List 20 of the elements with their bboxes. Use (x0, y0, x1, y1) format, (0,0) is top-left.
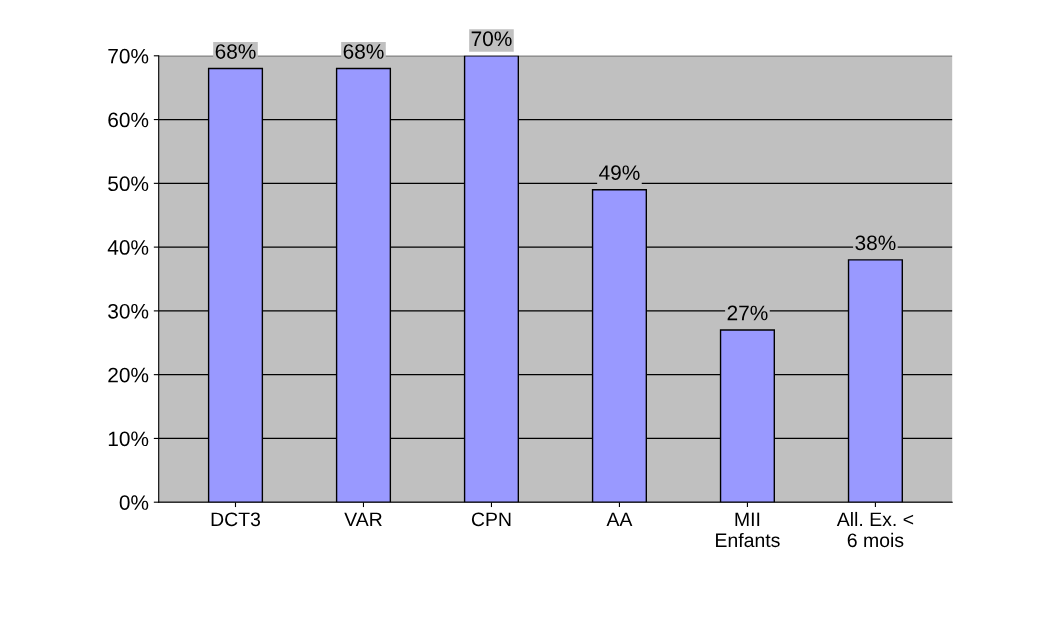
y-tick-label: 10% (108, 431, 149, 447)
data-label: 27% (727, 305, 768, 321)
x-tick-label: DCT3 (211, 512, 261, 527)
data-label: 49% (599, 165, 640, 181)
x-tick-label: AA (606, 512, 633, 527)
y-tick-label: 70% (108, 48, 149, 64)
y-tick-label: 20% (108, 367, 149, 383)
y-tick-label: 60% (108, 112, 149, 128)
data-label: 68% (215, 44, 256, 59)
x-tick-label: MII Enfants (716, 512, 780, 548)
x-tick-label: VAR (344, 512, 382, 527)
x-tick-label: All. Ex. < 6 mois (836, 511, 914, 548)
x-tick-label: CPN (471, 512, 511, 527)
data-label: 38% (855, 235, 896, 251)
y-tick-label: 0% (119, 495, 149, 510)
y-tick-label: 50% (108, 176, 149, 192)
data-label: 68% (343, 44, 384, 59)
y-tick-label: 30% (108, 303, 149, 319)
y-tick-label: 40% (107, 240, 149, 255)
data-label: 70% (471, 31, 512, 47)
